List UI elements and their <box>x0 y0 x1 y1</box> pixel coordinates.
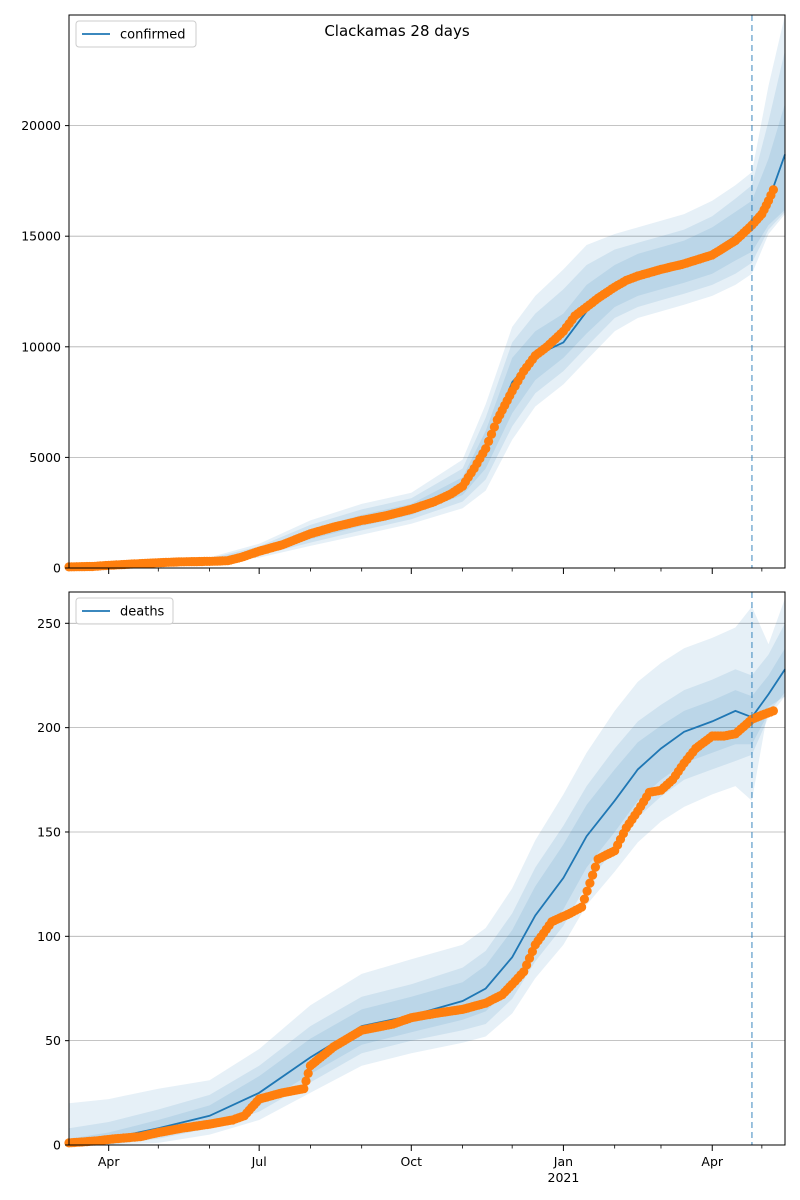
deaths-observed-point <box>582 886 592 896</box>
deaths-y-tick-label: 200 <box>37 720 61 735</box>
deaths-y-tick-label: 0 <box>53 1138 61 1153</box>
confirmed-bands <box>69 15 785 568</box>
deaths-observed-point <box>579 894 590 904</box>
figure-title: Clackamas 28 days <box>324 22 470 40</box>
deaths-observed-point <box>588 870 598 880</box>
confirmed-axes-frame <box>68 14 786 569</box>
deaths-y-tick-label: 50 <box>45 1033 61 1048</box>
confirmed-band-3 <box>69 15 785 568</box>
confirmed-points <box>64 185 779 572</box>
deaths-y-tick-label: 150 <box>37 824 61 839</box>
deaths-observed-point <box>768 706 779 716</box>
confirmed-legend-box <box>75 20 197 48</box>
deaths-legend-label: deaths <box>120 605 165 620</box>
deaths-x-year-label: 2021 <box>548 1170 580 1185</box>
deaths-x-tick-label: Jul <box>251 1154 267 1169</box>
deaths-y-tick-label: 100 <box>37 929 61 944</box>
confirmed-y-tick-label: 5000 <box>29 450 61 465</box>
confirmed-legend-label: confirmed <box>120 28 186 43</box>
confirmed-observed-point <box>481 444 491 454</box>
deaths-observed-point <box>577 902 587 912</box>
deaths-observed-point <box>585 878 595 888</box>
deaths-observed-point <box>303 1068 313 1078</box>
deaths-observed-point <box>299 1084 309 1094</box>
deaths-observed-point <box>301 1076 311 1086</box>
deaths-model-line <box>68 668 786 1144</box>
confirmed-observed-point <box>486 429 497 439</box>
deaths-points <box>64 706 779 1148</box>
confirmed-observed-point <box>484 436 494 446</box>
deaths-observed-point <box>590 862 601 872</box>
deaths-x-tick-label: Apr <box>98 1154 120 1169</box>
deaths-bands <box>69 598 785 1145</box>
deaths-axes: 0 50 100 150 200 250 Apr Jul Oct Jan Apr 2021 <box>37 591 786 1185</box>
deaths-band-3 <box>69 598 785 1145</box>
confirmed-y-tick-label: 10000 <box>21 339 61 354</box>
deaths-legend: deaths <box>75 597 174 625</box>
confirmed-y-tick-label: 0 <box>53 561 61 576</box>
confirmed-y-tick-label: 15000 <box>21 229 61 244</box>
confirmed-observed-point <box>768 185 779 195</box>
confirmed-grid <box>69 125 785 458</box>
deaths-grid <box>69 622 785 1042</box>
confirmed-observed-point <box>489 422 499 432</box>
deaths-axes-frame <box>68 591 786 1146</box>
deaths-y-tick-label: 250 <box>37 616 61 631</box>
deaths-x-tick-label: Oct <box>400 1154 422 1169</box>
deaths-x-tick-label: Jan <box>553 1154 573 1169</box>
deaths-x-tick-label: Apr <box>701 1154 723 1169</box>
confirmed-y-tick-label: 20000 <box>21 118 61 133</box>
deaths-panel: 0 50 100 150 200 250 Apr Jul Oct Jan Apr 2021 death… <box>37 591 786 1185</box>
deaths-lines <box>68 668 786 1144</box>
confirmed-panel: 0 5000 10000 15000 20000 confirmed <box>21 14 786 576</box>
confirmed-axes: 0 5000 10000 15000 20000 <box>21 14 786 576</box>
confirmed-legend: confirmed <box>75 20 197 48</box>
deaths-legend-box <box>75 597 174 625</box>
